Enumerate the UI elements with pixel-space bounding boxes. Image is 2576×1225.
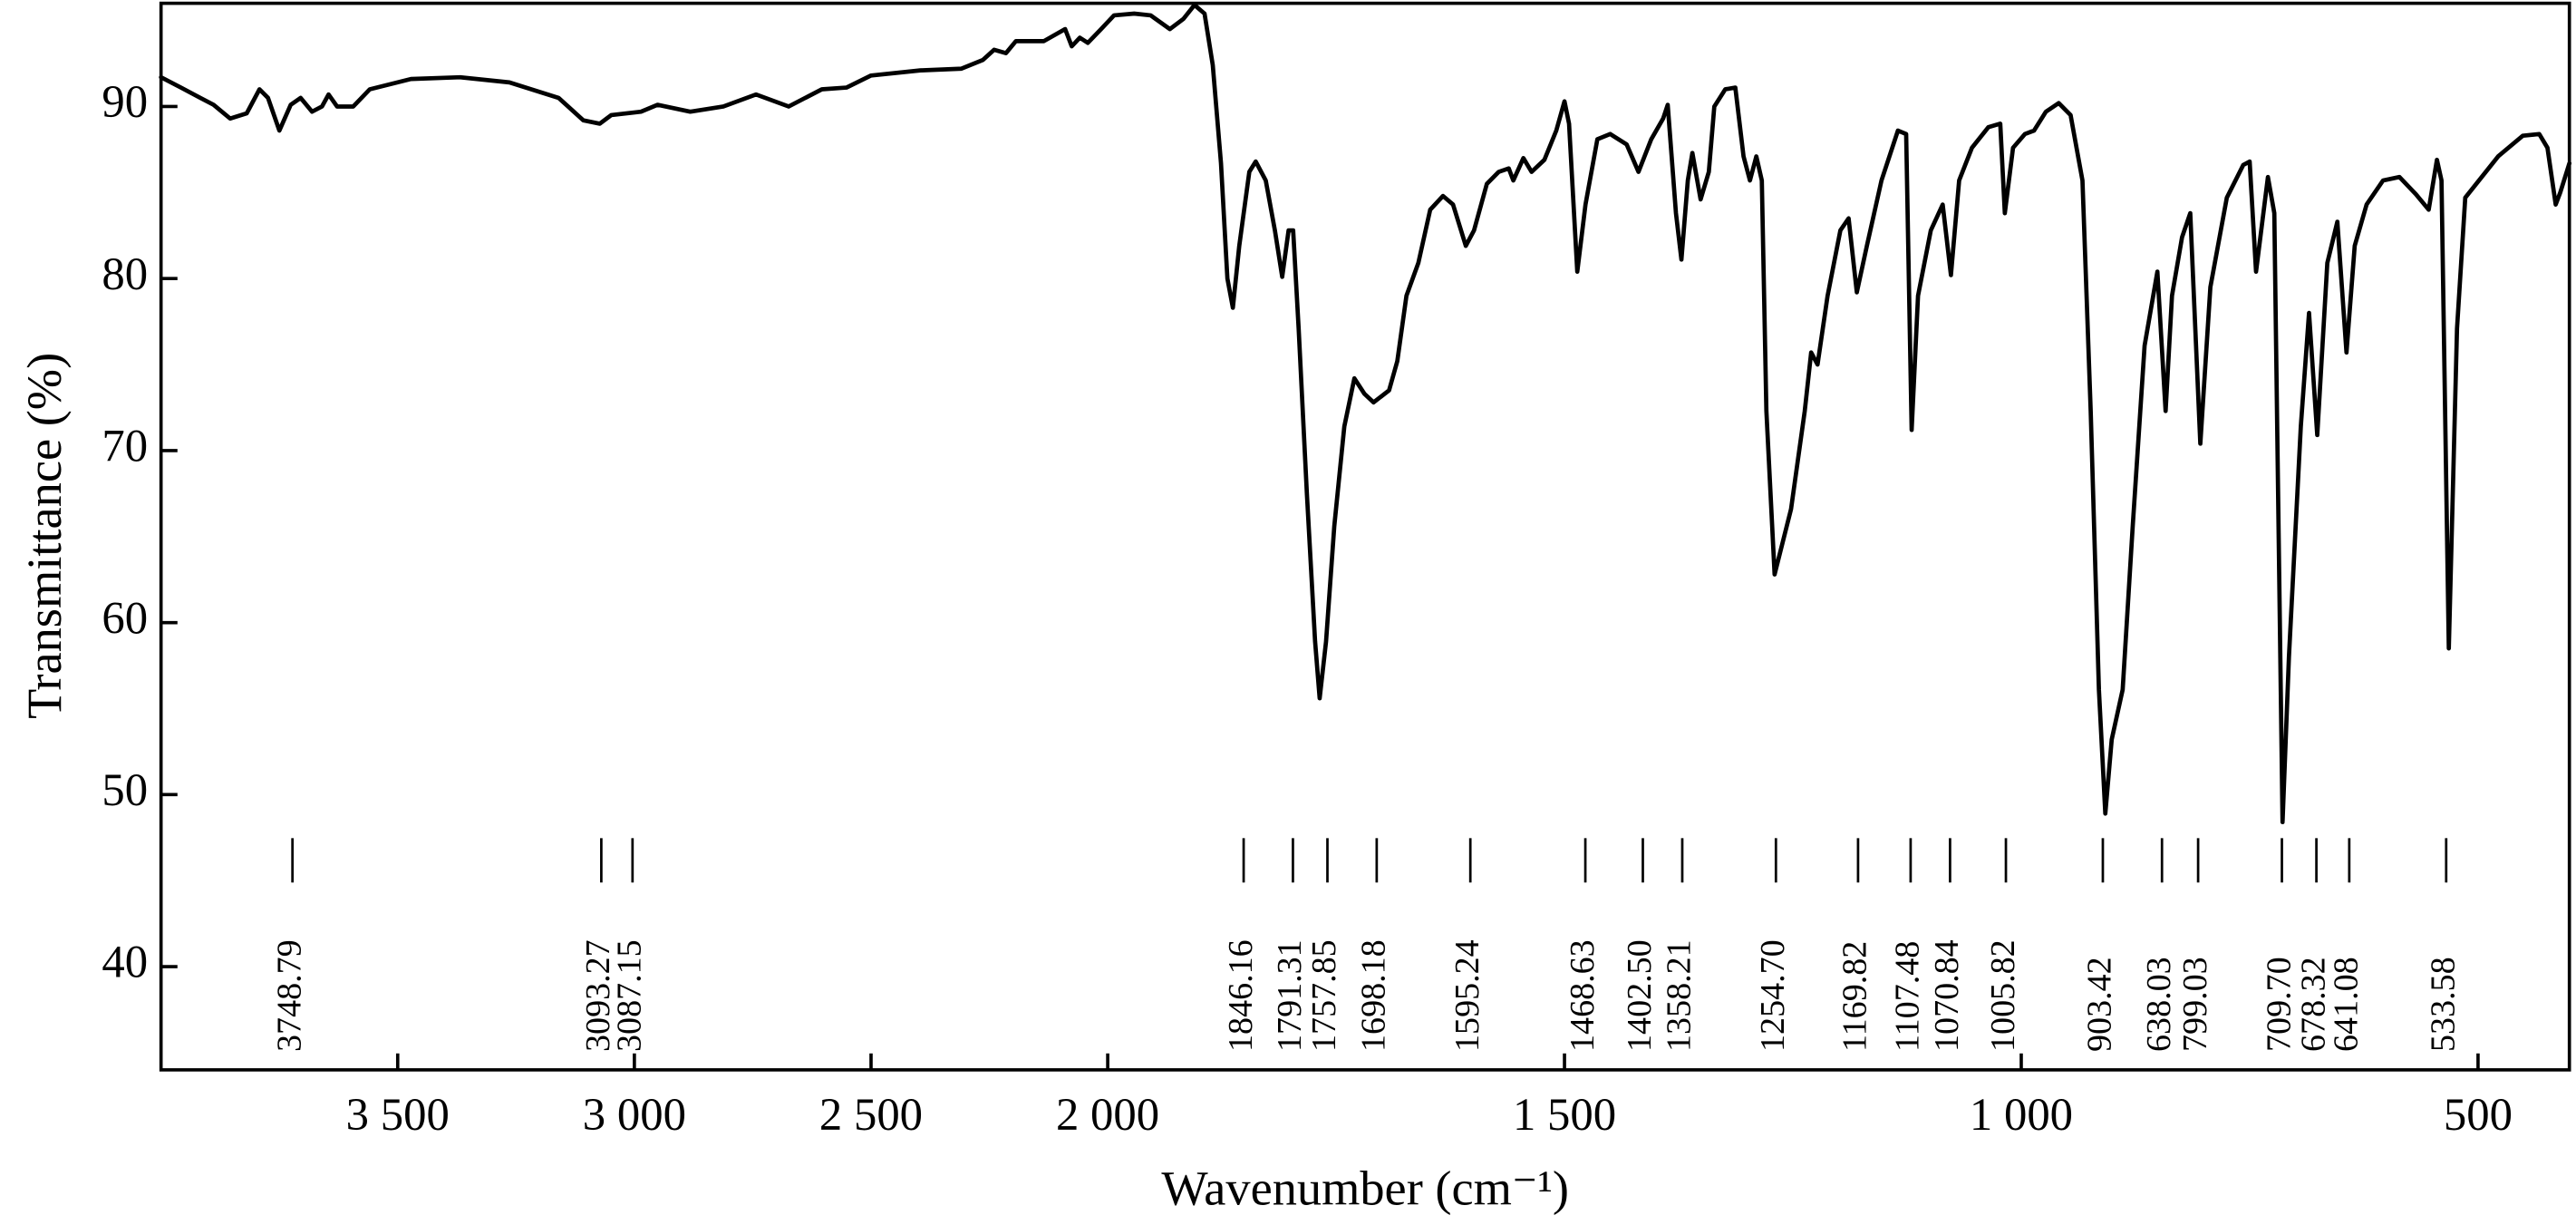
peak-label: 1005.82 <box>1984 939 2022 1052</box>
peak-label: 1791.31 <box>1271 939 1309 1052</box>
y-tick-label: 80 <box>102 248 148 299</box>
y-tick-label: 50 <box>102 764 148 815</box>
peak-label: 3093.27 <box>579 939 617 1052</box>
peak-label: 1358.21 <box>1661 939 1699 1052</box>
peak-label: 1254.70 <box>1754 939 1792 1052</box>
y-tick-label: 90 <box>102 76 148 127</box>
peak-label: 1698.18 <box>1355 939 1393 1052</box>
peak-label: 3087.15 <box>611 939 649 1052</box>
peak-label: 1468.63 <box>1564 939 1602 1052</box>
plot-frame <box>159 1 2571 1072</box>
x-tick-label: 2 500 <box>819 1089 923 1140</box>
peak-label: 533.58 <box>2425 957 2463 1052</box>
peak-label: 1595.24 <box>1448 939 1487 1052</box>
peak-label: 1846.16 <box>1222 939 1260 1052</box>
peak-label: 638.03 <box>2140 957 2178 1052</box>
x-tick-label: 3 000 <box>583 1089 686 1140</box>
peak-label: 709.70 <box>2260 957 2298 1052</box>
peak-label: 1757.85 <box>1305 939 1343 1052</box>
peak-label: 1107.48 <box>1889 941 1927 1052</box>
x-axis-label: Wavenumber (cm⁻¹) <box>1161 1162 1569 1216</box>
x-tick-label: 500 <box>2444 1089 2513 1140</box>
x-tick-label: 3 500 <box>346 1089 450 1140</box>
peak-label: 903.42 <box>2081 957 2119 1052</box>
y-tick-label: 60 <box>102 592 148 643</box>
y-tick-label: 70 <box>102 421 148 472</box>
peak-label: 1402.50 <box>1621 939 1659 1052</box>
peak-label: 1169.82 <box>1836 941 1874 1052</box>
x-tick-label: 1 500 <box>1513 1089 1616 1140</box>
y-tick-label: 40 <box>102 937 148 987</box>
x-tick-label: 1 000 <box>1970 1089 2073 1140</box>
peak-label: 678.32 <box>2294 957 2332 1052</box>
y-axis-label: Transmittance (%) <box>17 353 72 719</box>
spectrum-line <box>159 3 2572 825</box>
peak-label: 1070.84 <box>1928 939 1966 1052</box>
peak-label: 3748.79 <box>270 939 308 1052</box>
peak-label: 641.08 <box>2328 957 2366 1052</box>
peak-label: 799.03 <box>2176 957 2214 1052</box>
x-tick-label: 2 000 <box>1056 1089 1159 1140</box>
